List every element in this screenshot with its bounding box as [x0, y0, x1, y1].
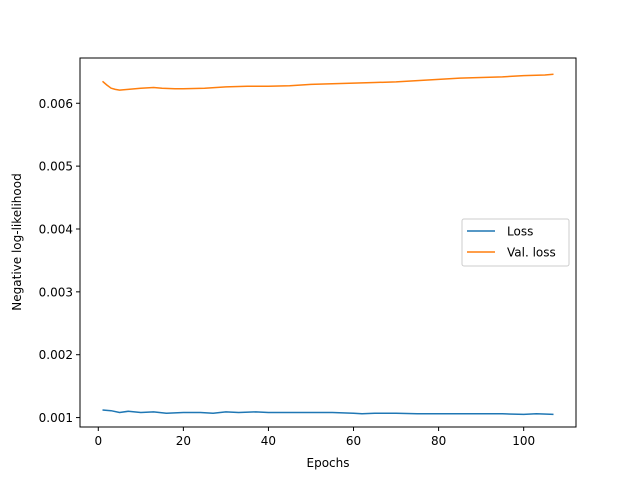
x-tick-label: 80 — [431, 434, 446, 448]
x-axis: 0 20 40 60 80 100 — [94, 427, 535, 448]
y-tick-label: 0.003 — [39, 285, 73, 299]
y-axis: 0.001 0.002 0.003 0.004 0.005 0.006 — [39, 97, 80, 425]
x-tick-label: 60 — [346, 434, 361, 448]
x-tick-label: 40 — [261, 434, 276, 448]
x-tick-label: 100 — [512, 434, 535, 448]
series-line-0 — [102, 409, 554, 416]
y-tick-label: 0.001 — [39, 411, 73, 425]
y-tick-label: 0.005 — [39, 160, 73, 174]
axes-frame — [79, 57, 577, 428]
x-tick-label: 0 — [94, 434, 102, 448]
series-line-1 — [102, 73, 554, 91]
x-tick-label: 20 — [176, 434, 191, 448]
plot-area — [102, 73, 554, 416]
legend: Loss Val. loss — [461, 218, 570, 267]
y-tick-label: 0.002 — [39, 348, 73, 362]
y-tick-label: 0.004 — [39, 222, 73, 236]
y-tick-label: 0.006 — [39, 97, 73, 111]
y-axis-label: Negative log-likelihood — [10, 173, 24, 310]
legend-label-loss: Loss — [507, 225, 533, 239]
legend-label-val-loss: Val. loss — [507, 246, 556, 260]
x-axis-label: Epochs — [307, 456, 350, 470]
